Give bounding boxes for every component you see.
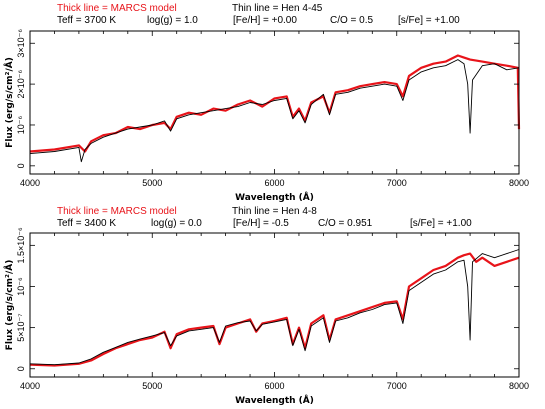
legend-observed-label: Thin line = Hen 4-45 bbox=[232, 3, 323, 14]
y-tick-label: 5×10⁻⁷ bbox=[16, 313, 26, 341]
param-feh: [Fe/H] = +0.00 bbox=[233, 15, 297, 26]
legend-model-label: Thick line = MARCS model bbox=[57, 206, 177, 217]
x-tick-label: 4000 bbox=[20, 381, 40, 391]
y-tick-label: 0 bbox=[16, 163, 26, 168]
x-tick-label: 4000 bbox=[20, 178, 40, 188]
x-tick-label: 7000 bbox=[387, 381, 407, 391]
y-tick-label: 3×10⁻⁶ bbox=[16, 29, 26, 58]
param-co: C/O = 0.951 bbox=[318, 218, 373, 229]
x-tick-label: 7000 bbox=[387, 178, 407, 188]
x-tick-label: 6000 bbox=[264, 178, 284, 188]
plot-panel-1: 4000 5000 6000 7000 8000 0 10⁻⁶ 2×10⁻⁶ 3×10⁻⁶ Wav… bbox=[4, 29, 529, 203]
x-tick-label: 8000 bbox=[509, 381, 529, 391]
param-sfe: [s/Fe] = +1.00 bbox=[398, 15, 460, 26]
param-logg: log(g) = 0.0 bbox=[151, 218, 202, 229]
x-axis-label: Wavelength (Å) bbox=[235, 395, 314, 406]
x-tick-label: 6000 bbox=[264, 381, 284, 391]
x-tick-label: 5000 bbox=[142, 381, 162, 391]
x-tick-label: 5000 bbox=[142, 178, 162, 188]
model-spectrum-line bbox=[29, 54, 521, 153]
y-tick-label: 1.5×10⁻⁶ bbox=[16, 227, 26, 264]
param-teff: Teff = 3700 K bbox=[57, 15, 116, 26]
y-tick-label: 10⁻⁶ bbox=[16, 277, 26, 296]
model-spectrum-line bbox=[29, 252, 520, 367]
plot-panel-2: 4000 5000 6000 7000 8000 0 5×10⁻⁷ 10⁻⁶ 1.5×10⁻⁶ W… bbox=[4, 227, 529, 406]
param-teff: Teff = 3400 K bbox=[57, 218, 116, 229]
observed-spectrum-line bbox=[29, 249, 520, 366]
y-axis-label: Flux (erg/s/cm²/Å) bbox=[4, 260, 15, 351]
plot-frame bbox=[29, 232, 520, 378]
panel-2-header: Thick line = MARCS model Thin line = Hen… bbox=[57, 206, 472, 229]
param-logg: log(g) = 1.0 bbox=[147, 15, 198, 26]
plot-frame bbox=[29, 30, 520, 175]
y-tick-label: 0 bbox=[16, 366, 26, 371]
x-tick-label: 8000 bbox=[509, 178, 529, 188]
param-feh: [Fe/H] = -0.5 bbox=[233, 218, 289, 229]
legend-model-label: Thick line = MARCS model bbox=[57, 3, 177, 14]
x-axis-label: Wavelength (Å) bbox=[235, 192, 314, 203]
panel-1-header: Thick line = MARCS model Thin line = Hen… bbox=[57, 3, 460, 26]
param-co: C/O = 0.5 bbox=[330, 15, 374, 26]
y-tick-label: 2×10⁻⁶ bbox=[16, 69, 26, 98]
y-tick-label: 10⁻⁶ bbox=[16, 115, 26, 134]
y-axis-label: Flux (erg/s/cm²/Å) bbox=[4, 57, 15, 148]
observed-spectrum-line bbox=[29, 59, 520, 163]
legend-observed-label: Thin line = Hen 4-8 bbox=[232, 206, 317, 217]
param-sfe: [s/Fe] = +1.00 bbox=[410, 218, 472, 229]
